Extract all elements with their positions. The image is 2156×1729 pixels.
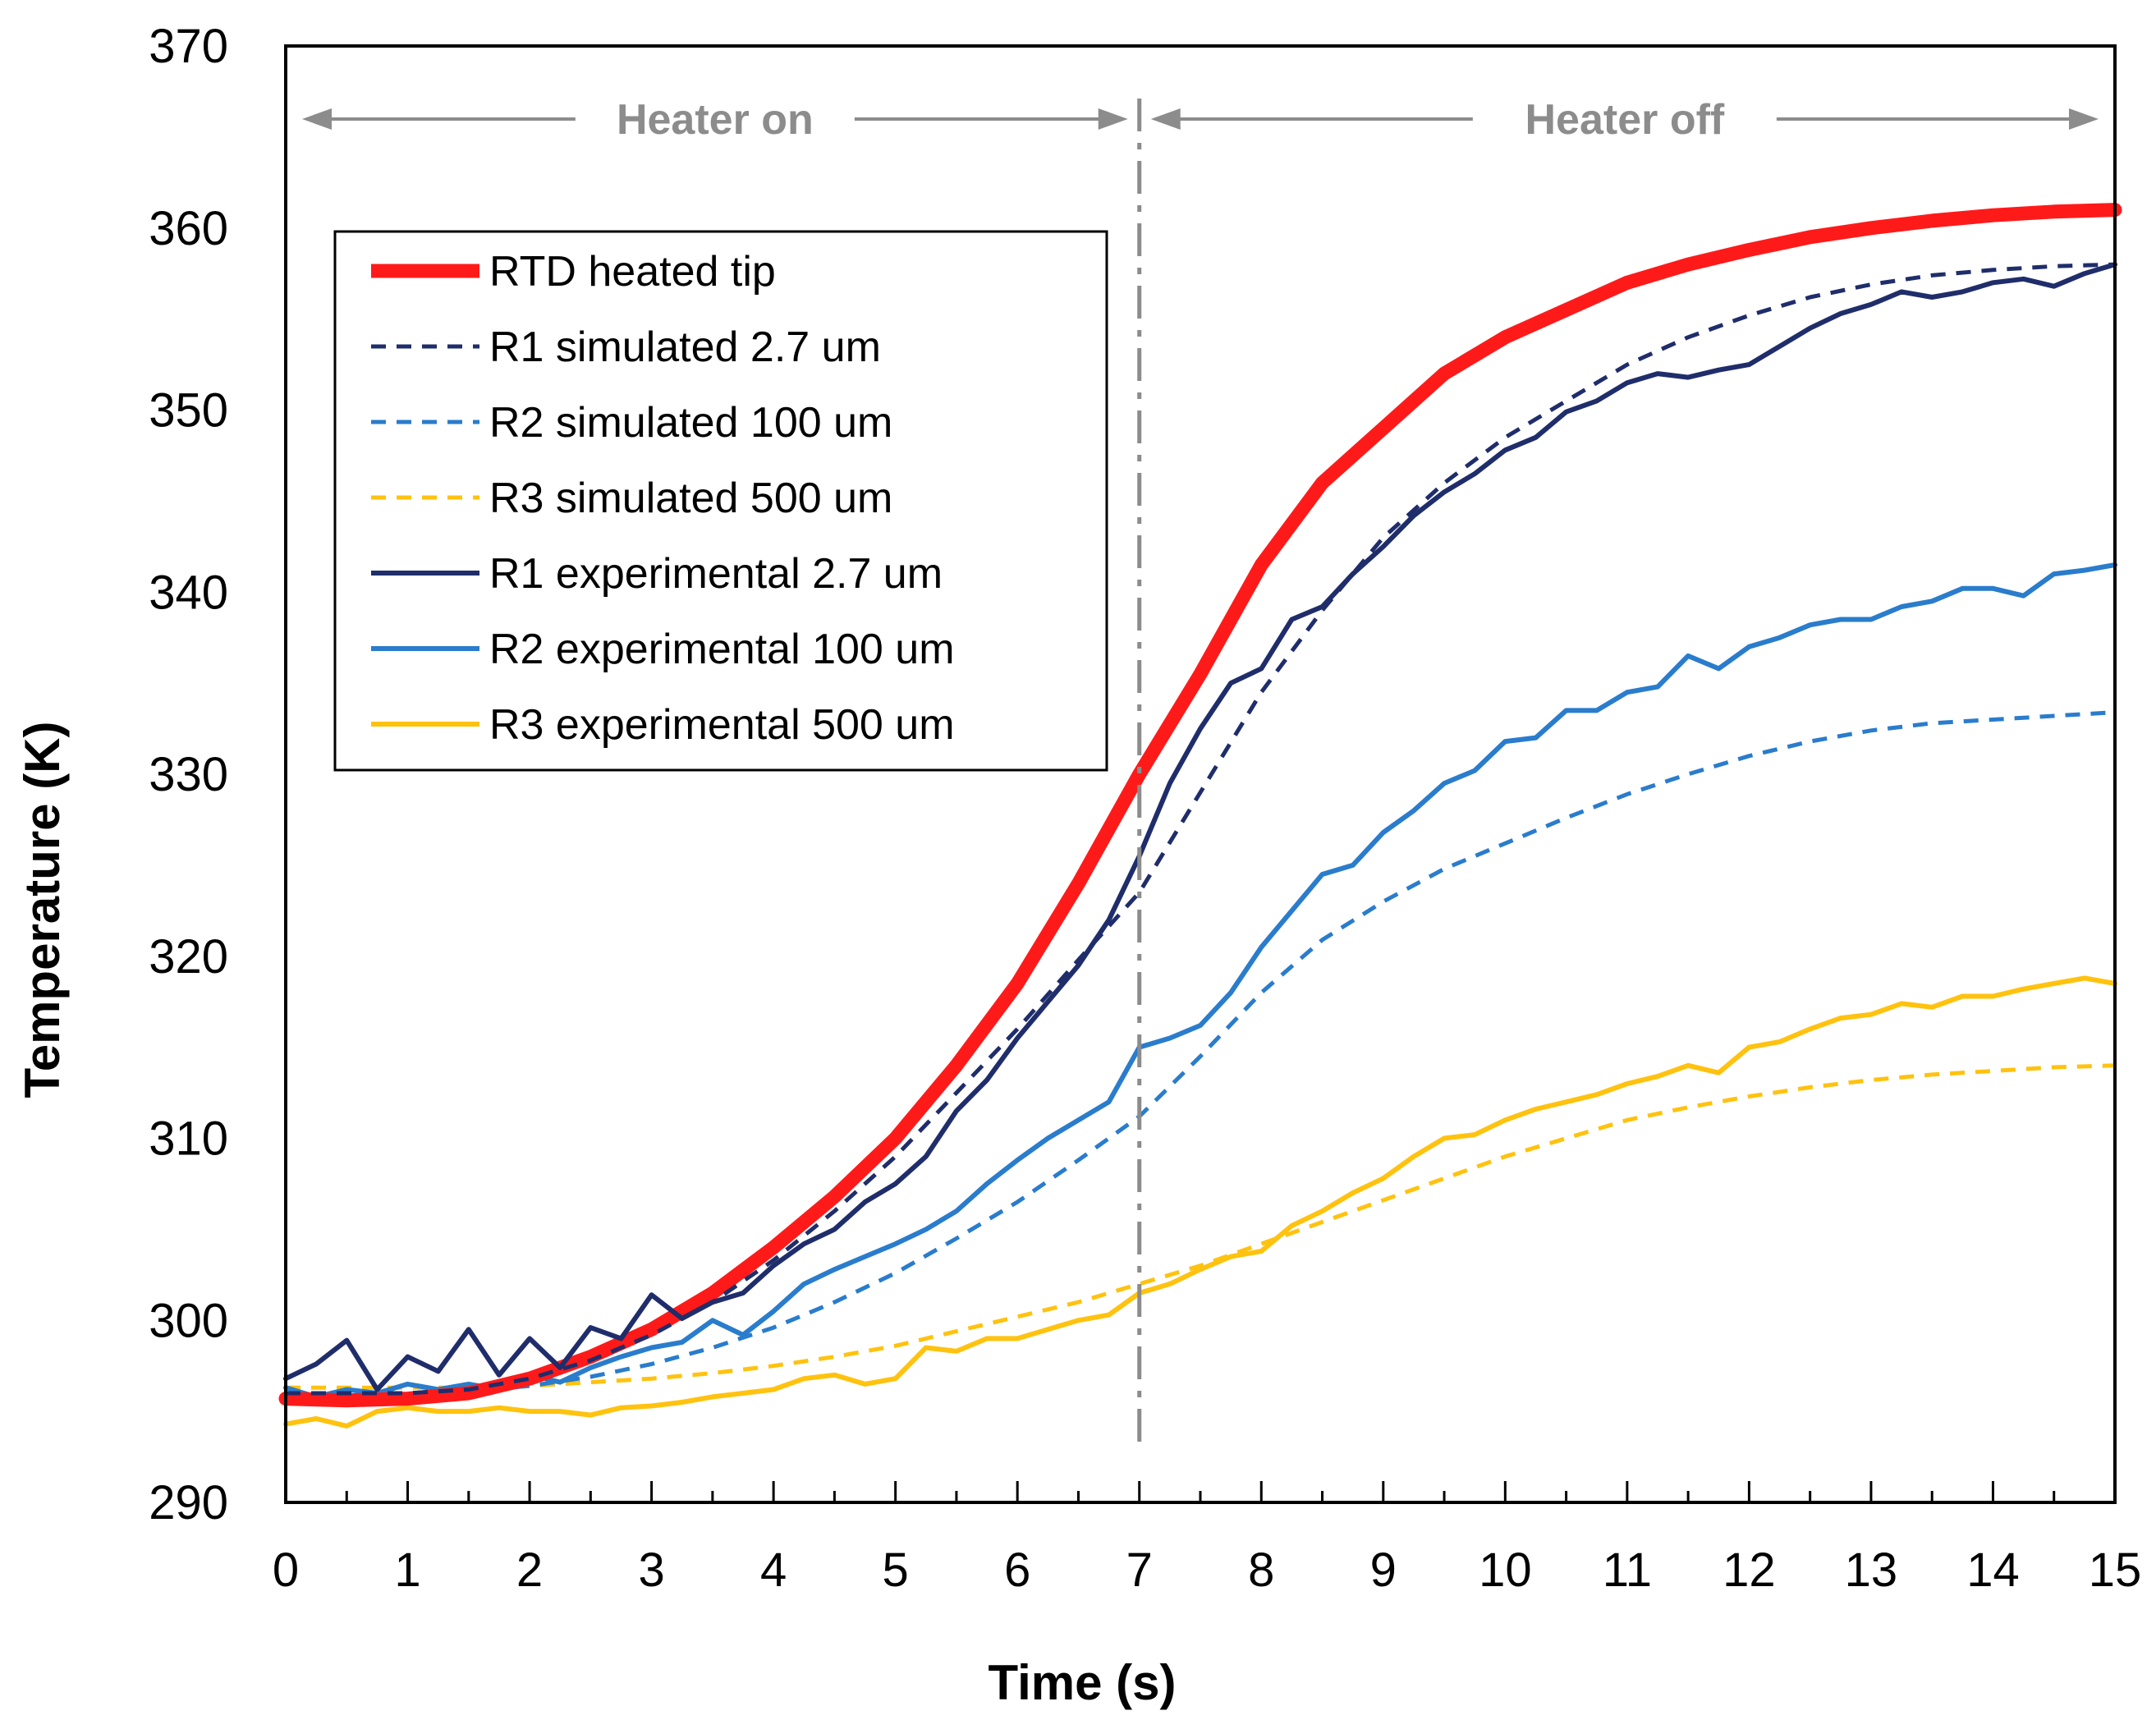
- x-tick-label: 1: [394, 1543, 420, 1597]
- series-line: [283, 562, 2117, 1400]
- arrowhead-right-icon: [1098, 108, 1128, 130]
- x-tick-label: 9: [1370, 1543, 1397, 1597]
- series-line: [286, 710, 2116, 1396]
- legend-box: [333, 230, 1108, 772]
- y-tick-label: 330: [149, 748, 228, 801]
- x-tick-label: 5: [883, 1543, 909, 1597]
- arrowhead-left-icon: [1150, 108, 1181, 130]
- series-layer: [278, 203, 2122, 1429]
- series-line: [278, 203, 2122, 1408]
- arrowhead-right-icon: [2069, 108, 2099, 130]
- arrowhead-left-icon: [302, 108, 332, 130]
- annotations-layer: Heater on Heater off: [302, 96, 2099, 1448]
- x-tick-label: 8: [1248, 1543, 1274, 1597]
- x-tick-label: 12: [1723, 1543, 1776, 1597]
- legend-label: R1 simulated 2.7 um: [489, 323, 881, 371]
- series-line: [283, 975, 2117, 1429]
- x-axis-title: Time (s): [989, 1655, 1177, 1710]
- y-tick-label: 300: [149, 1294, 228, 1347]
- x-tick-label: 7: [1126, 1543, 1153, 1597]
- x-tick-label: 3: [638, 1543, 664, 1597]
- legend: RTD heated tip R1 simulated 2.7 um R2 simu…: [333, 230, 1108, 772]
- y-axis-title: Temperature (K): [15, 722, 70, 1098]
- x-tick-label: 2: [516, 1543, 543, 1597]
- y-tick-label: 290: [149, 1476, 228, 1530]
- legend-label: R1 experimental 2.7 um: [489, 550, 943, 598]
- legend-label: R2 experimental 100 um: [489, 626, 955, 673]
- legend-label: RTD heated tip: [489, 248, 776, 296]
- series-line: [283, 262, 2117, 1392]
- y-tick-label: 360: [149, 202, 228, 255]
- heater-on-label: Heater on: [617, 96, 814, 144]
- y-tick-label: 320: [149, 930, 228, 984]
- legend-label: R2 simulated 100 um: [489, 399, 892, 447]
- legend-label: R3 experimental 500 um: [489, 701, 955, 749]
- x-tick-label: 11: [1603, 1543, 1652, 1597]
- y-tick-label: 370: [149, 20, 228, 73]
- x-tick-label: 15: [2089, 1543, 2142, 1597]
- x-tick-label: 10: [1479, 1543, 1532, 1597]
- x-tick-label: 4: [760, 1543, 787, 1597]
- x-tick-label: 6: [1004, 1543, 1030, 1597]
- x-tick-label: 0: [273, 1543, 299, 1597]
- ticks-layer: 0 1 2 3 4 5 6 7 8 9 10 11 12 13 14 15290300310320330340…: [149, 20, 2141, 1597]
- x-tick-label: 14: [1966, 1543, 2020, 1597]
- legend-label: R3 simulated 500 um: [489, 475, 892, 522]
- x-tick-label: 13: [1845, 1543, 1898, 1597]
- series-line: [286, 262, 2116, 1396]
- y-tick-label: 310: [149, 1112, 228, 1166]
- y-tick-label: 350: [149, 384, 228, 438]
- series-line: [286, 1063, 2116, 1390]
- heater-off-label: Heater off: [1525, 96, 1725, 144]
- y-tick-label: 340: [149, 566, 228, 619]
